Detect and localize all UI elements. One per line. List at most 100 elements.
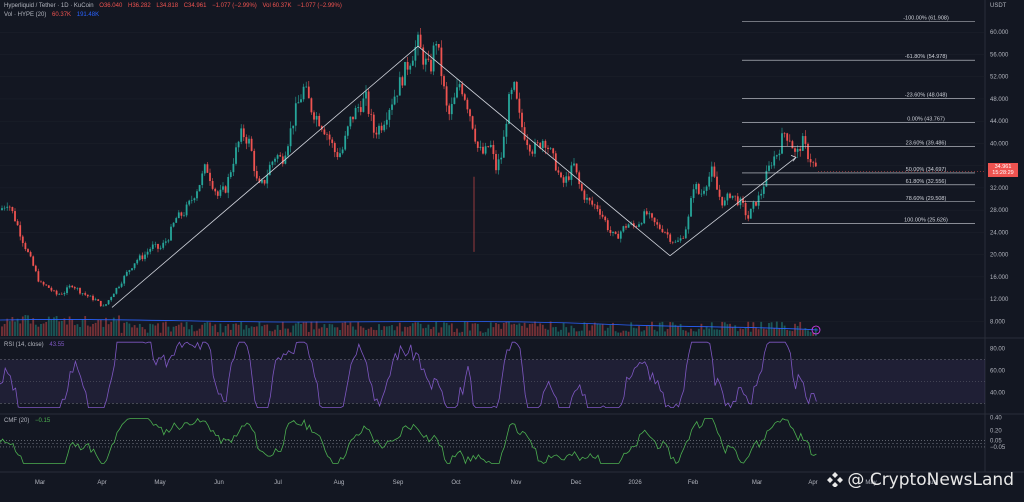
candle-body (183, 215, 185, 216)
volume-bar (757, 329, 760, 336)
candle-body (232, 163, 235, 173)
candle-body (151, 244, 154, 249)
candle-body (323, 129, 326, 135)
candle-body (144, 254, 146, 260)
candle-body (279, 155, 282, 157)
candle-body (609, 230, 612, 233)
volume-bar (687, 332, 690, 336)
candle-body (417, 34, 419, 47)
volume-indicator-label[interactable]: Vol · HYPE (20) (4, 12, 47, 18)
volume-bar (606, 327, 609, 336)
candle-body (664, 232, 666, 233)
candle-body (684, 229, 687, 239)
candle-body (331, 139, 334, 144)
volume-bar (796, 325, 799, 336)
volume-bar (352, 326, 354, 336)
volume-bar (159, 332, 162, 336)
volume-bar (123, 322, 126, 336)
close-value: C34.961 (183, 3, 207, 9)
volume-bar (697, 328, 700, 336)
volume-bar (557, 331, 560, 336)
volume-bar (710, 322, 713, 336)
rsi-value: 43.55 (49, 342, 65, 348)
volume-bar (479, 331, 482, 336)
volume-bar (367, 328, 370, 336)
volume-bar (19, 323, 22, 336)
cmf-tick-label: 0.40 (990, 415, 1002, 421)
volume-bar (617, 332, 620, 336)
volume-bar (157, 323, 159, 336)
candle-body (362, 98, 365, 112)
volume-bar (27, 315, 29, 336)
candle-body (315, 115, 318, 120)
candle-body (167, 240, 170, 242)
trend-arrow-head (790, 154, 797, 162)
watermark: @ CryptoNewsLand (827, 470, 1014, 490)
candle-body (755, 201, 757, 206)
rsi-tick-label: 60.00 (990, 369, 1006, 375)
volume-bar (658, 322, 661, 336)
volume-bar (534, 321, 536, 336)
cmf-label[interactable]: CMF (20) (4, 418, 30, 424)
candle-body (573, 163, 575, 166)
volume-bar (666, 329, 669, 336)
volume-bar (222, 332, 224, 336)
candle-body (346, 126, 349, 136)
candle-body (268, 164, 271, 176)
candle-body (258, 178, 261, 183)
volume-bar (375, 330, 378, 336)
fib-level-label: 100.00% (25.626) (904, 217, 948, 223)
candle-body (700, 193, 703, 195)
volume-bar (684, 330, 687, 336)
candle-body (300, 99, 302, 103)
candle-body (185, 204, 188, 216)
volume-bar (1, 326, 3, 336)
volume-bar (81, 319, 84, 336)
y-tick-label: 32.000 (990, 186, 1009, 192)
rsi-line (0, 341, 817, 409)
volume-bar (580, 330, 583, 336)
volume-bar (596, 323, 599, 336)
volume-bar (188, 329, 191, 336)
volume-bar (575, 331, 578, 336)
volume-bar (149, 323, 152, 336)
candle-body (34, 265, 37, 272)
volume-bar (476, 323, 479, 336)
volume-bar (99, 320, 102, 336)
candle-body (406, 61, 409, 70)
candle-body (645, 211, 648, 215)
candle-body (648, 213, 651, 215)
candle-body (281, 156, 284, 164)
candle-body (146, 251, 149, 255)
candle-body (788, 140, 791, 142)
price-tag-countdown: 15:28:29 (992, 170, 1014, 176)
volume-bar (164, 321, 167, 336)
volume-bar (281, 321, 284, 336)
volume-bar (287, 328, 289, 336)
rsi-label[interactable]: RSI (14, close) (4, 342, 44, 348)
candle-body (567, 176, 570, 180)
currency-label[interactable]: USDT (990, 3, 1007, 9)
volume-bar (604, 330, 607, 336)
y-tick-label: 44.000 (990, 119, 1009, 125)
volume-bar (708, 328, 711, 336)
volume-bar (404, 326, 406, 336)
volume-bar (14, 321, 16, 336)
volume-bar (385, 326, 388, 336)
candle-body (263, 179, 266, 184)
candle-body (627, 224, 630, 228)
volume-bar (794, 323, 796, 336)
candle-body (515, 81, 518, 99)
x-tick-label: Jun (214, 480, 224, 486)
candle-body (497, 159, 500, 171)
volume-bar (695, 331, 698, 336)
symbol-name[interactable]: Hyperliquid / Tether · 1D · KuCoin (4, 3, 94, 9)
candle-body (718, 189, 721, 197)
volume-bar (749, 331, 752, 336)
volume-bar (89, 326, 92, 336)
candle-body (40, 281, 42, 283)
volume-bar (721, 321, 724, 336)
candle-body (809, 159, 812, 163)
